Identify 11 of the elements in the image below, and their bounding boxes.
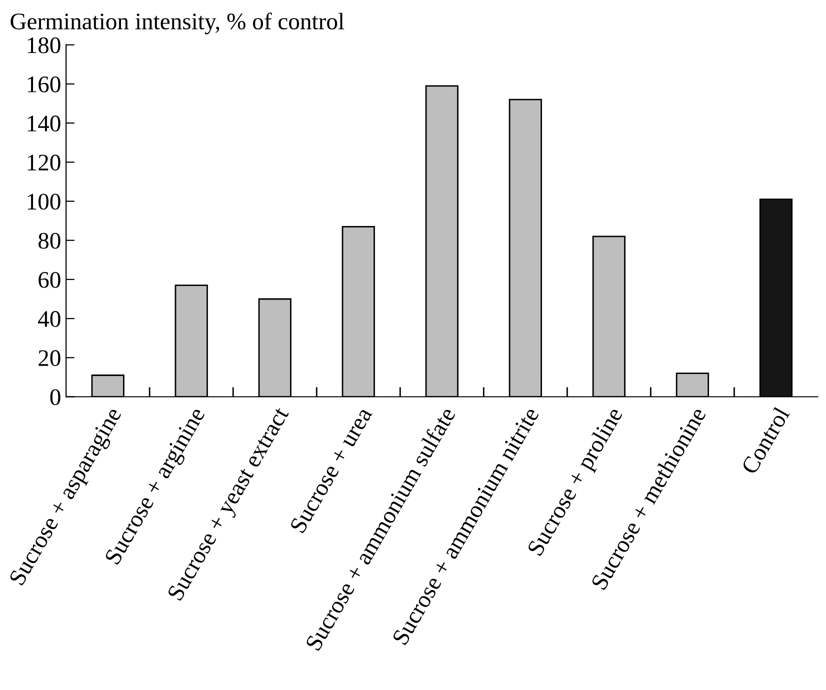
y-tick-label: 0	[50, 389, 60, 406]
y-tick-label: 120	[28, 154, 60, 171]
y-tick-label: 20	[38, 350, 60, 366]
y-tick-label: 100	[28, 194, 60, 210]
y-axis-title: Germination intensity, % of control	[10, 12, 344, 34]
y-tick-label: 160	[28, 76, 60, 92]
y-tick-label: 40	[38, 311, 60, 327]
y-tick-label: 140	[28, 116, 60, 132]
y-tick-label: 80	[38, 232, 60, 249]
y-tick-label: 60	[38, 272, 60, 288]
y-tick-label: 180	[28, 37, 60, 54]
